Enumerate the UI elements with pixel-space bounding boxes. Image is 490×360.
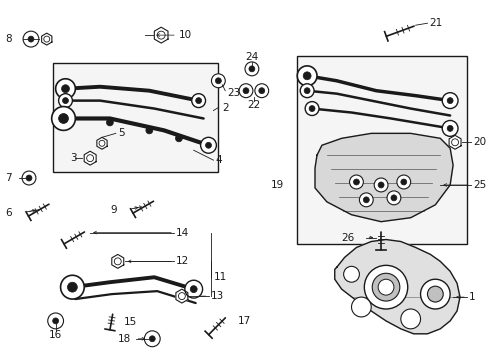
Text: 18: 18 bbox=[118, 334, 131, 344]
Circle shape bbox=[190, 286, 197, 293]
Text: 6: 6 bbox=[5, 208, 12, 218]
Circle shape bbox=[297, 66, 317, 86]
Text: 16: 16 bbox=[49, 330, 62, 340]
Circle shape bbox=[249, 66, 255, 72]
Circle shape bbox=[374, 178, 388, 192]
Polygon shape bbox=[315, 133, 453, 222]
Text: 3: 3 bbox=[70, 153, 76, 163]
Circle shape bbox=[68, 282, 77, 292]
Circle shape bbox=[63, 98, 69, 104]
Text: 22: 22 bbox=[247, 100, 261, 109]
Circle shape bbox=[196, 98, 201, 104]
Text: 17: 17 bbox=[238, 316, 251, 326]
Circle shape bbox=[146, 127, 153, 134]
Circle shape bbox=[259, 88, 265, 94]
Text: 24: 24 bbox=[245, 52, 259, 62]
Polygon shape bbox=[42, 33, 52, 45]
Circle shape bbox=[343, 266, 359, 282]
Circle shape bbox=[149, 336, 155, 342]
Circle shape bbox=[401, 309, 420, 329]
Circle shape bbox=[145, 331, 160, 347]
Circle shape bbox=[442, 93, 458, 109]
Circle shape bbox=[212, 74, 225, 88]
Polygon shape bbox=[84, 151, 96, 165]
Text: 25: 25 bbox=[473, 180, 486, 190]
Text: 10: 10 bbox=[179, 30, 192, 40]
Circle shape bbox=[378, 279, 394, 295]
Text: 13: 13 bbox=[211, 291, 224, 301]
Circle shape bbox=[305, 102, 319, 116]
Circle shape bbox=[216, 78, 221, 84]
Circle shape bbox=[239, 84, 253, 98]
Polygon shape bbox=[154, 27, 168, 43]
Circle shape bbox=[420, 279, 450, 309]
Bar bbox=[52, 63, 219, 172]
Circle shape bbox=[303, 72, 311, 80]
Circle shape bbox=[387, 191, 401, 205]
Text: 14: 14 bbox=[176, 228, 189, 238]
Text: 19: 19 bbox=[271, 180, 285, 190]
Circle shape bbox=[397, 175, 411, 189]
Circle shape bbox=[59, 94, 73, 108]
Circle shape bbox=[427, 286, 443, 302]
Circle shape bbox=[365, 265, 408, 309]
Circle shape bbox=[175, 135, 182, 142]
Polygon shape bbox=[97, 137, 107, 149]
Circle shape bbox=[372, 273, 400, 301]
Circle shape bbox=[205, 142, 212, 148]
Text: 2: 2 bbox=[222, 103, 229, 113]
Polygon shape bbox=[335, 239, 460, 334]
Circle shape bbox=[48, 313, 64, 329]
Circle shape bbox=[200, 137, 217, 153]
Text: 1: 1 bbox=[469, 292, 475, 302]
Circle shape bbox=[378, 182, 384, 188]
Circle shape bbox=[28, 36, 34, 42]
Circle shape bbox=[351, 297, 371, 317]
Circle shape bbox=[391, 195, 397, 201]
Circle shape bbox=[447, 98, 453, 104]
Circle shape bbox=[349, 175, 364, 189]
Text: 8: 8 bbox=[5, 34, 12, 44]
Circle shape bbox=[359, 193, 373, 207]
Circle shape bbox=[243, 88, 249, 94]
Circle shape bbox=[61, 275, 84, 299]
Circle shape bbox=[106, 119, 113, 126]
Circle shape bbox=[185, 280, 202, 298]
Circle shape bbox=[447, 125, 453, 131]
Circle shape bbox=[23, 31, 39, 47]
Circle shape bbox=[401, 179, 407, 185]
Circle shape bbox=[26, 175, 32, 181]
Text: 15: 15 bbox=[123, 317, 137, 327]
Circle shape bbox=[51, 107, 75, 130]
Polygon shape bbox=[449, 135, 461, 149]
Circle shape bbox=[442, 121, 458, 136]
Polygon shape bbox=[176, 289, 188, 303]
Text: 12: 12 bbox=[176, 256, 189, 266]
Circle shape bbox=[300, 84, 314, 98]
Text: 7: 7 bbox=[5, 173, 12, 183]
Text: 11: 11 bbox=[214, 272, 227, 282]
Circle shape bbox=[353, 179, 359, 185]
Text: 26: 26 bbox=[341, 233, 354, 243]
Circle shape bbox=[62, 85, 70, 93]
Circle shape bbox=[192, 94, 205, 108]
Circle shape bbox=[59, 113, 69, 123]
Circle shape bbox=[245, 62, 259, 76]
Text: 23: 23 bbox=[227, 88, 241, 98]
Polygon shape bbox=[112, 255, 124, 268]
Text: 21: 21 bbox=[429, 18, 442, 28]
Circle shape bbox=[364, 197, 369, 203]
Text: 9: 9 bbox=[110, 205, 117, 215]
Text: 5: 5 bbox=[118, 129, 124, 138]
Text: 4: 4 bbox=[216, 155, 222, 165]
Bar bbox=[297, 56, 467, 244]
Circle shape bbox=[52, 318, 59, 324]
Circle shape bbox=[22, 171, 36, 185]
Circle shape bbox=[309, 105, 315, 112]
Text: 20: 20 bbox=[473, 137, 486, 147]
Circle shape bbox=[304, 88, 310, 94]
Circle shape bbox=[255, 84, 269, 98]
Circle shape bbox=[56, 79, 75, 99]
